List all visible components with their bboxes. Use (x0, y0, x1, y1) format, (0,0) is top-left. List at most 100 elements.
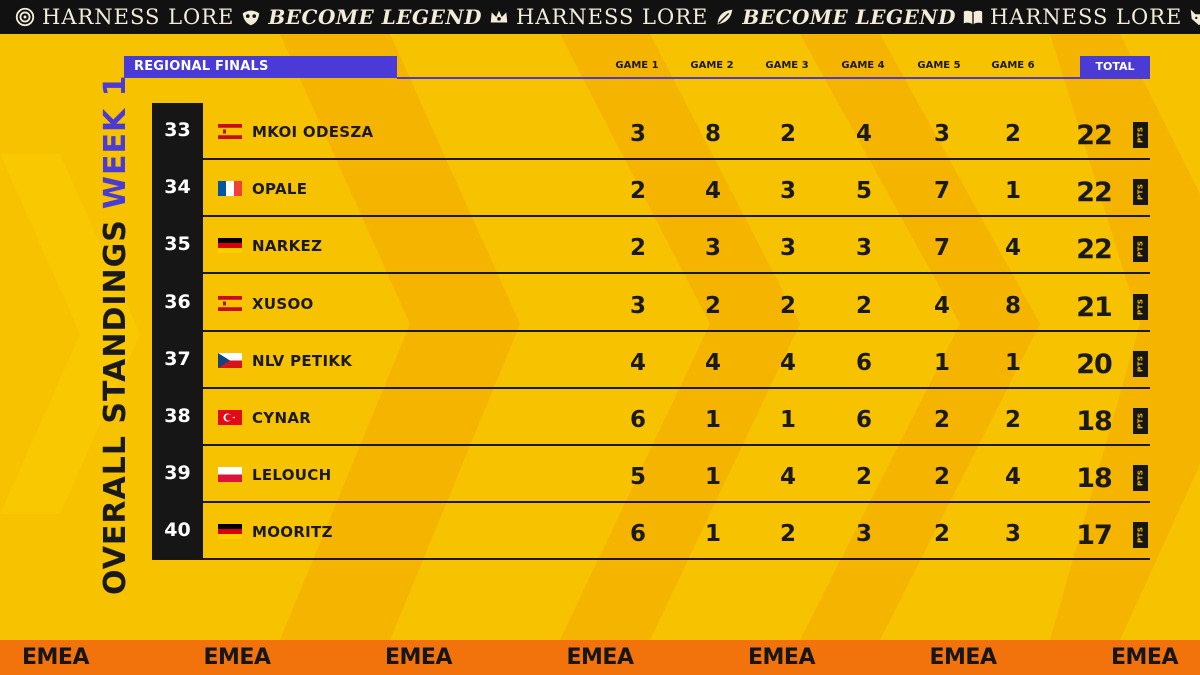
rank-number: 36 (164, 290, 191, 313)
row-divider (203, 558, 1150, 561)
game-2-score: 2 (704, 292, 721, 319)
total-points: 22 (1076, 234, 1113, 266)
game-5-header: GAME 5 (917, 60, 961, 71)
total-points: 20 (1076, 348, 1113, 380)
game-2-score: 3 (704, 235, 721, 262)
pts-badge: PTS (1133, 179, 1148, 206)
row-divider (203, 501, 1150, 504)
ticker-text: HARNESS LORE (989, 5, 1183, 29)
game-4-score: 3 (855, 521, 872, 548)
player-name: NLV PETIKK (252, 351, 353, 370)
game-6-score: 1 (1004, 349, 1021, 376)
game-2-score: 1 (704, 407, 721, 433)
game-1-score: 2 (629, 178, 646, 205)
table-row: 34 OPALE 2 4 3 5 7 1 22 PTS (152, 160, 1150, 218)
pts-badge: PTS (1133, 408, 1148, 434)
table-row: 33 MKOI ODESZA 3 8 2 4 3 2 22 PTS (152, 103, 1150, 160)
pts-badge: PTS (1133, 122, 1148, 148)
crown-icon (488, 6, 510, 28)
table-row: 36 XUSOO 3 2 2 2 4 8 21 PTS (152, 275, 1150, 332)
table-row: 39 LELOUCH 5 1 4 2 2 4 18 PTS (152, 446, 1150, 504)
game-6-score: 2 (1004, 407, 1021, 433)
game-4-score: 6 (855, 407, 872, 433)
row-divider (203, 272, 1150, 275)
region-label: EMEA (929, 645, 997, 670)
ticker-item: HARNESS LORE (8, 5, 234, 29)
rank-number: 39 (164, 462, 191, 485)
game-6-header: GAME 6 (991, 60, 1035, 71)
title-main: OVERALL STANDINGS (98, 219, 133, 595)
game-3-score: 4 (779, 464, 796, 491)
pts-badge: PTS (1133, 350, 1148, 377)
regional-finals-label: REGIONAL FINALS (124, 56, 397, 78)
pts-badge: PTS (1133, 293, 1148, 320)
flag-germany-icon (218, 524, 242, 540)
game-3-score: 3 (779, 235, 796, 262)
rank-column (152, 103, 203, 560)
ticker-item: HARNESS LORE (956, 5, 1182, 29)
game-5-score: 7 (933, 235, 950, 262)
game-3-score: 4 (779, 349, 796, 376)
game-3-score: 1 (779, 407, 796, 433)
row-divider (203, 386, 1150, 389)
game-4-score: 2 (855, 292, 872, 319)
total-points: 22 (1076, 120, 1113, 151)
game-5-score: 3 (933, 121, 950, 147)
game-6-score: 3 (1004, 521, 1021, 548)
game-4-score: 6 (855, 349, 872, 376)
game-2-score: 8 (704, 121, 721, 147)
mask-icon (240, 6, 262, 28)
game-6-score: 2 (1004, 121, 1021, 147)
pts-badge: PTS (1133, 522, 1148, 549)
game-5-score: 2 (933, 407, 950, 433)
game-3-score: 2 (779, 521, 796, 548)
book-icon (962, 6, 984, 28)
ticker-text: HARNESS LORE (42, 5, 235, 29)
ticker-text: BECOME LEGEND (268, 5, 482, 29)
game-6-score: 4 (1004, 235, 1021, 262)
total-points: 18 (1076, 463, 1113, 495)
flag-spain-icon (218, 124, 242, 139)
ticker-item: BECOME LEGEND (1182, 5, 1200, 29)
game-3-score: 3 (779, 178, 796, 205)
table-row: 38 CYNAR 6 1 1 6 2 2 18 PTS (152, 389, 1150, 446)
ticker-text: BECOME LEGEND (742, 5, 956, 29)
game-4-score: 2 (855, 464, 872, 491)
game-1-header: GAME 1 (615, 60, 659, 71)
total-points: 21 (1076, 291, 1113, 323)
game-1-score: 5 (629, 464, 646, 491)
game-1-score: 3 (629, 292, 646, 319)
rank-number: 37 (164, 347, 191, 370)
game-5-score: 7 (933, 178, 950, 205)
ticker-text: HARNESS LORE (515, 5, 709, 29)
leaf-icon (714, 6, 736, 28)
region-label: EMEA (566, 645, 634, 670)
player-name: CYNAR (252, 409, 312, 427)
page-title: OVERALL STANDINGS WEEK 1 (98, 74, 134, 595)
top-ticker: HARNESS LORE BECOME LEGEND HARNESS LORE BEC… (0, 0, 1200, 34)
game-2-header: GAME 2 (690, 60, 734, 71)
game-2-score: 4 (704, 349, 721, 376)
ticker-item: BECOME LEGEND (234, 5, 482, 29)
player-name: OPALE (252, 180, 308, 199)
region-label: EMEA (1111, 645, 1178, 670)
game-2-score: 4 (704, 178, 721, 205)
player-name: MOORITZ (252, 523, 333, 542)
game-3-score: 2 (779, 292, 796, 319)
game-5-score: 2 (933, 464, 950, 491)
region-label: EMEA (748, 645, 815, 670)
game-6-score: 4 (1004, 464, 1021, 491)
row-divider (203, 215, 1150, 218)
spiral-icon (14, 6, 36, 28)
fox-icon (1188, 6, 1200, 28)
flag-czechia-icon (218, 352, 242, 368)
game-1-score: 6 (629, 521, 646, 548)
game-5-score: 1 (933, 349, 950, 376)
total-points: 18 (1076, 406, 1113, 437)
player-name: LELOUCH (252, 466, 332, 485)
game-5-score: 4 (933, 292, 950, 319)
flag-poland-icon (218, 467, 242, 483)
rank-number: 33 (164, 119, 191, 141)
game-4-score: 3 (855, 235, 872, 262)
pts-badge: PTS (1133, 236, 1148, 263)
